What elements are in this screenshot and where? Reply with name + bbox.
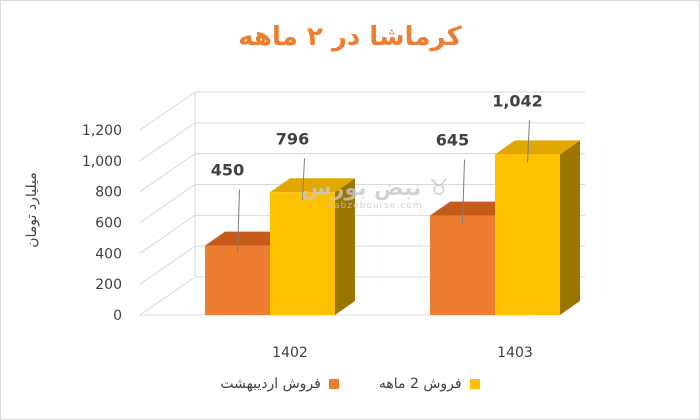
- y-tick-label: 800: [95, 185, 122, 201]
- y-axis-ticks: 0 200 400 600 800 1,000 1,200: [82, 123, 122, 324]
- data-label-leader: [527, 120, 530, 163]
- x-category-label: 1403: [497, 345, 533, 361]
- bar-front: [430, 215, 495, 315]
- bar-top: [430, 201, 515, 216]
- y-tick-label: 1,200: [82, 123, 122, 139]
- legend: فروش 2 ماهه فروش اردیبهشت: [0, 376, 700, 392]
- bar: [495, 140, 580, 315]
- data-label: 450: [211, 161, 244, 180]
- bar-top: [205, 231, 290, 246]
- legend-item-series-2: فروش 2 ماهه: [379, 376, 480, 392]
- watermark: ♉ نبض بورس nabzebourse.com: [300, 176, 450, 211]
- watermark-logo: ♉ نبض بورس: [300, 176, 450, 201]
- bar-side: [335, 178, 355, 315]
- x-axis-categories: 1402 1403: [272, 345, 533, 361]
- data-label-leader: [302, 158, 305, 201]
- bar-front: [270, 192, 335, 315]
- bar-side: [560, 140, 580, 315]
- data-label: 796: [276, 129, 309, 148]
- watermark-url: nabzebourse.com: [327, 201, 423, 211]
- legend-swatch-series-1: [328, 379, 339, 389]
- x-category-label: 1402: [272, 345, 308, 361]
- data-labels: 450 796 645 1,042: [211, 91, 543, 254]
- bar-front: [495, 154, 560, 315]
- bar: [270, 178, 355, 315]
- y-tick-label: 1,000: [82, 154, 122, 170]
- y-tick-label: 400: [95, 246, 122, 262]
- bull-icon: ♉: [428, 176, 449, 201]
- bar-front: [205, 245, 270, 315]
- watermark-logo-text: نبض بورس: [301, 176, 422, 201]
- data-label-leader: [237, 189, 240, 254]
- legend-label-series-1: فروش اردیبهشت: [220, 376, 321, 392]
- chart-title: کرماشا در ۲ ماهه: [238, 22, 462, 52]
- data-label: 645: [436, 131, 469, 150]
- y-tick-label: 600: [95, 216, 122, 232]
- legend-item-series-1: فروش اردیبهشت: [220, 376, 339, 392]
- bars: [205, 140, 580, 315]
- y-tick-label: 0: [113, 308, 122, 324]
- bar-top: [270, 178, 355, 193]
- bar-top: [495, 140, 580, 155]
- data-label-leader: [462, 159, 465, 224]
- legend-label-series-2: فروش 2 ماهه: [378, 376, 462, 392]
- data-label: 1,042: [492, 91, 543, 110]
- y-tick-label: 200: [95, 277, 122, 293]
- legend-swatch-series-2: [469, 379, 480, 389]
